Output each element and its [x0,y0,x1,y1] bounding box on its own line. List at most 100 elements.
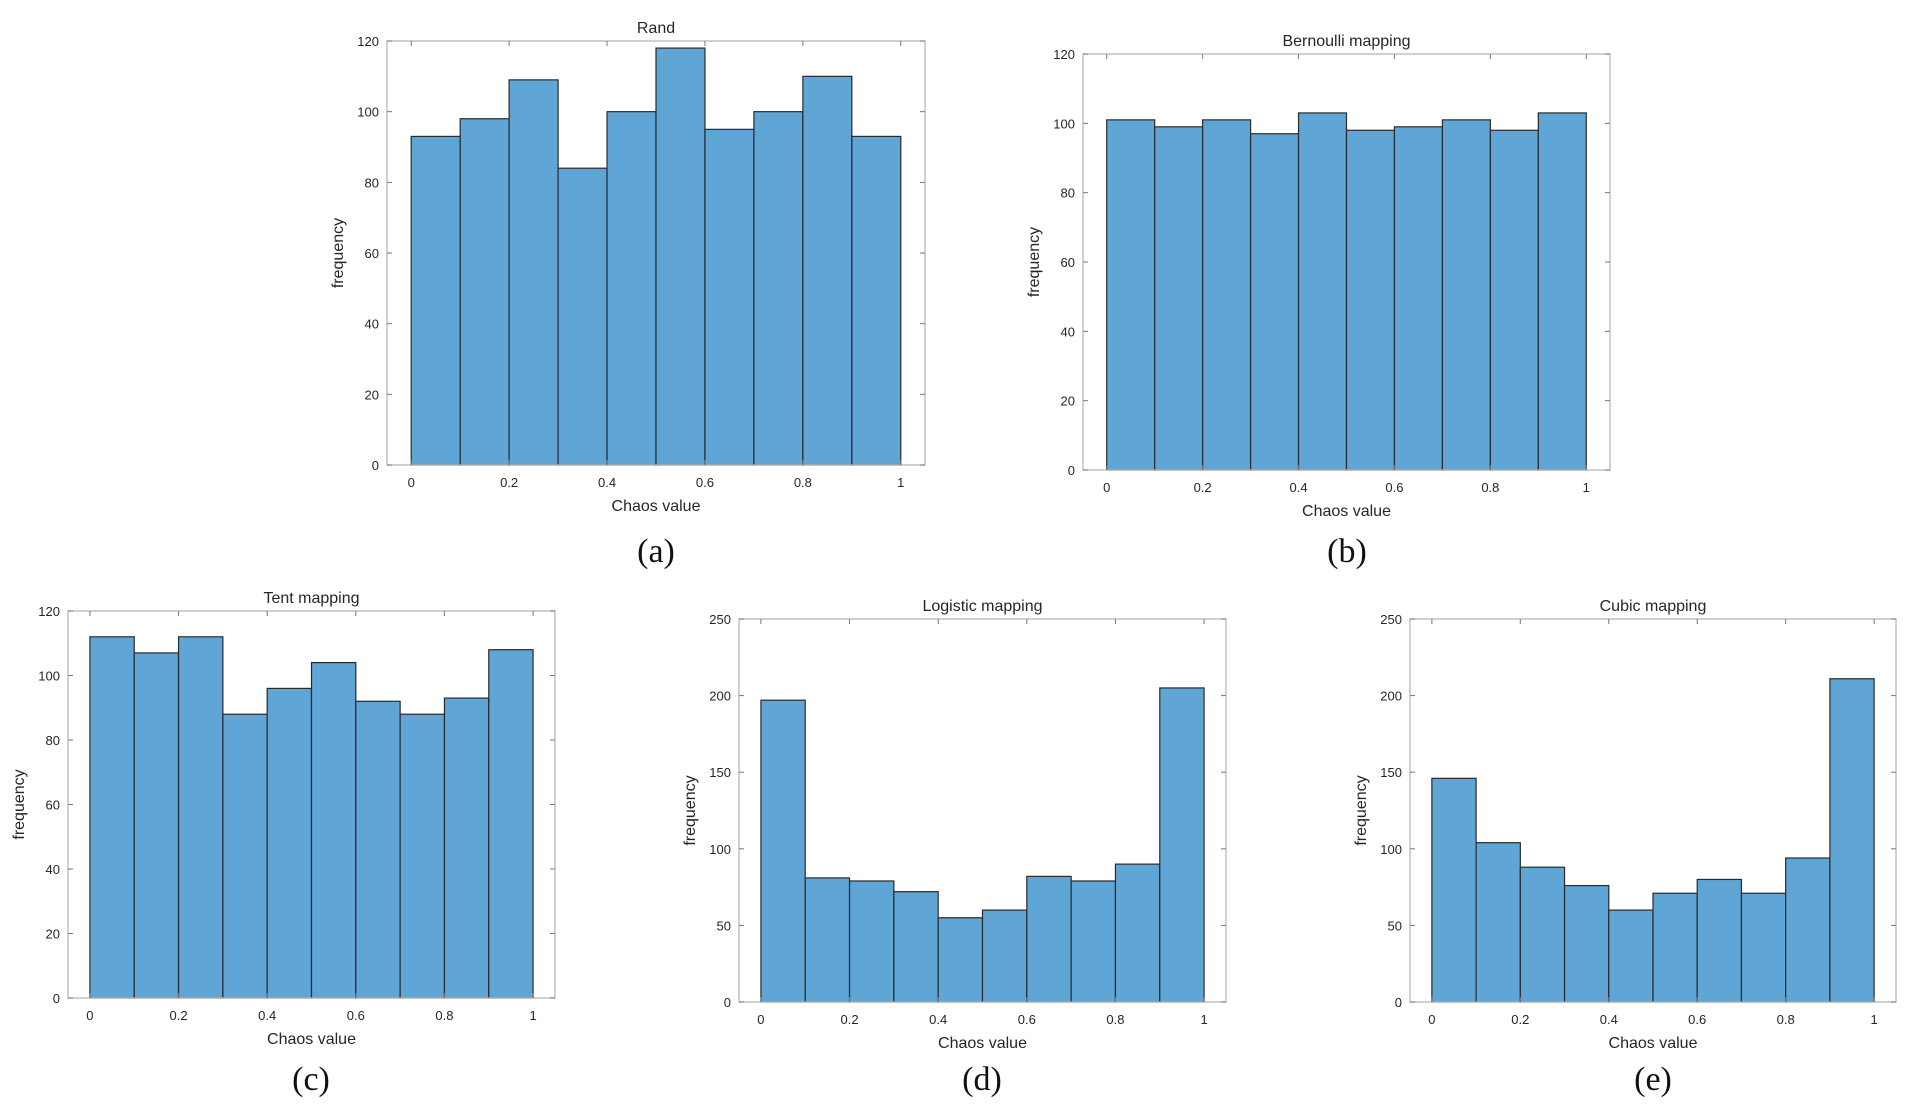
x-axis-label: Chaos value [612,498,701,515]
y-tick-label: 50 [1388,918,1402,933]
x-tick-label: 1 [1200,1012,1207,1027]
y-tick-label: 120 [1053,47,1075,62]
histogram-bar [310,661,357,999]
chart-title: Rand [637,20,675,37]
histogram-bar [133,652,180,999]
y-tick-label: 120 [357,34,379,49]
histogram-bar [1740,892,1787,1003]
y-tick-label: 200 [1380,689,1402,704]
histogram-bar [1537,112,1587,471]
y-tick-label: 200 [709,689,731,704]
panel-e: 0 0.2 0.4 0.6 0.8 1 0 50 100 150 200 250 Cubic mappi… [1353,598,1897,1098]
y-tick-label: 150 [709,765,731,780]
x-tick-label: 0.6 [696,475,714,490]
y-tick-label: 0 [724,995,731,1010]
histogram-bar [1431,777,1477,1003]
y-axis-label: frequency [1026,227,1043,297]
x-tick-label: 0.4 [929,1012,947,1027]
x-tick-label: 1 [529,1008,536,1023]
y-tick-label: 100 [357,105,379,120]
histogram-bar [1026,875,1072,1003]
x-tick-label: 0.4 [258,1008,276,1023]
x-tick-label: 1 [1583,480,1590,495]
histogram-bar [760,699,806,1003]
histogram-bar [1106,119,1156,471]
histogram-bar [410,135,461,466]
panel-c: 0 0.2 0.4 0.6 0.8 1 0 20 40 60 80 100 120 Tent mappin… [11,590,556,1098]
panel-label: (c) [292,1061,330,1098]
x-tick-label: 0.8 [435,1008,453,1023]
x-tick-label: 0.6 [1688,1012,1706,1027]
y-tick-label: 100 [1053,116,1075,131]
x-tick-label: 0 [408,475,415,490]
panel-b: 0 0.2 0.4 0.6 0.8 1 0 20 40 60 80 100 120 Bernoulli m… [1026,33,1611,570]
y-tick-label: 100 [38,669,60,684]
y-tick-label: 60 [365,246,379,261]
y-axis-label: frequency [11,769,28,839]
histogram-bar [355,700,401,999]
histogram-bar [1475,842,1521,1003]
histogram-bar [488,649,534,999]
histogram-bar [1519,866,1566,1003]
x-tick-label: 0.8 [1106,1012,1124,1027]
y-tick-label: 20 [1061,394,1075,409]
x-tick-label: 0 [757,1012,764,1027]
x-tick-label: 0.2 [841,1012,859,1027]
y-tick-label: 0 [1395,995,1402,1010]
histogram-bar [508,79,559,466]
histogram-bar [1608,909,1654,1003]
y-tick-label: 60 [46,798,60,813]
y-axis-label: frequency [682,775,699,845]
panel-label: (e) [1634,1061,1672,1098]
x-tick-label: 0.8 [1777,1012,1795,1027]
y-tick-label: 80 [1061,186,1075,201]
x-tick-label: 0.6 [347,1008,365,1023]
x-tick-label: 1 [1871,1012,1878,1027]
histogram-bar [1652,892,1698,1003]
x-axis-label: Chaos value [1609,1035,1698,1052]
panel-a: 0 0.2 0.4 0.6 0.8 1 0 20 40 60 80 100 120 Rand Chaos v… [330,20,926,570]
x-tick-label: 0.2 [500,475,518,490]
y-axis-label: frequency [1353,775,1370,845]
histogram-bar [1070,880,1117,1003]
y-tick-label: 80 [365,175,379,190]
x-tick-label: 0.4 [1290,480,1308,495]
panel-label: (b) [1327,533,1367,570]
y-tick-label: 120 [38,604,60,619]
y-tick-label: 40 [365,317,379,332]
x-tick-label: 0.4 [598,475,616,490]
histogram-bar [222,713,268,999]
histogram-bar [1159,687,1205,1003]
histogram-bar [177,636,224,999]
histogram-bar [848,880,895,1003]
histogram-bar [704,128,755,466]
histogram-bar [893,891,939,1003]
histogram-bar [1489,129,1539,471]
histogram-bar [981,909,1028,1003]
y-tick-label: 150 [1380,765,1402,780]
histogram-bar [1154,126,1204,471]
x-tick-label: 0.6 [1018,1012,1036,1027]
panel-d: 0 0.2 0.4 0.6 0.8 1 0 50 100 150 200 250 Logistic ma… [682,598,1227,1098]
x-tick-label: 0 [1103,480,1110,495]
histogram-bar [753,111,804,466]
x-axis-label: Chaos value [1302,503,1391,520]
y-tick-label: 250 [709,612,731,627]
histogram-bar [937,917,984,1003]
y-tick-label: 20 [46,927,60,942]
histogram-bar [606,111,657,466]
x-tick-label: 0.2 [1511,1012,1529,1027]
y-tick-label: 100 [709,842,731,857]
histogram-bar [1249,133,1300,471]
x-tick-label: 0.8 [1481,480,1499,495]
x-tick-label: 0.2 [1194,480,1212,495]
histogram-bar [459,118,510,466]
x-tick-label: 0.4 [1600,1012,1618,1027]
histogram-bar [1563,884,1610,1003]
y-tick-label: 60 [1061,255,1075,270]
y-tick-label: 20 [365,387,379,402]
histogram-bar [1393,126,1444,471]
panel-label: (a) [637,533,675,570]
y-tick-label: 250 [1380,612,1402,627]
